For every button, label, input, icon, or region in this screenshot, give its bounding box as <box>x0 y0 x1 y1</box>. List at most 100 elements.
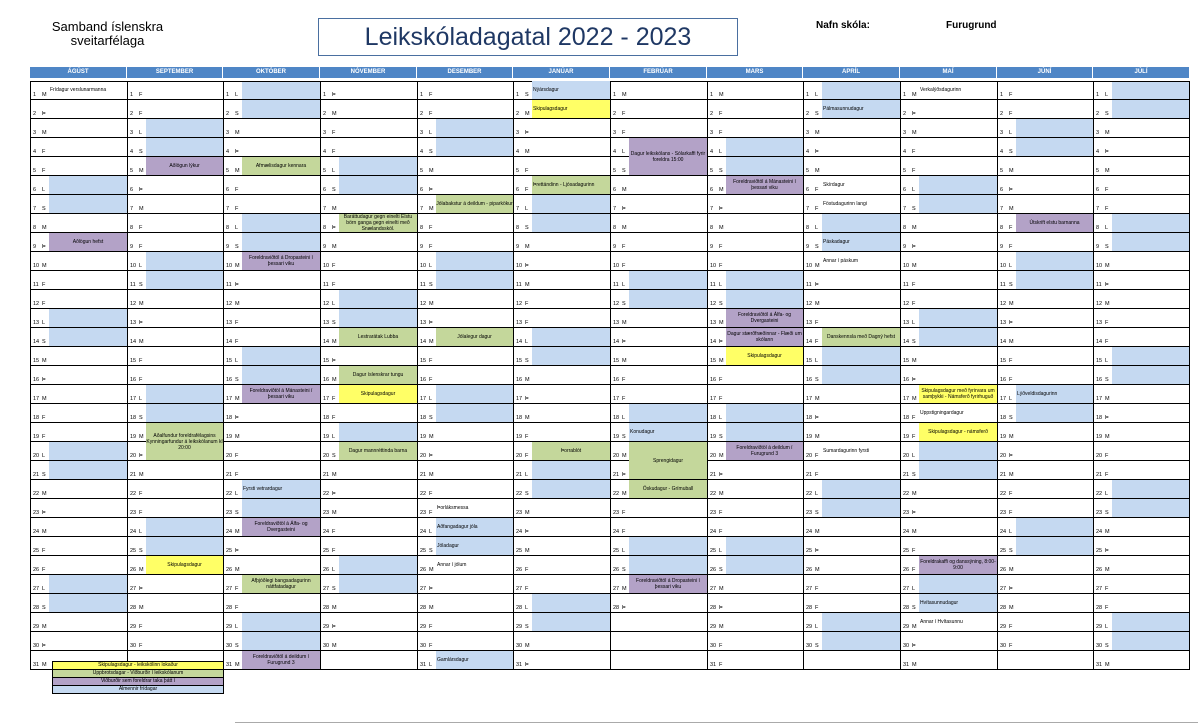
month-header: JÚLÍ <box>1093 67 1189 78</box>
weekday-letter: S <box>815 510 819 516</box>
calendar-event[interactable]: Baráttudagur gegn einelti Elstu börn gan… <box>339 214 417 232</box>
calendar-event[interactable]: Dagur íslenskrar tungu <box>339 366 417 384</box>
calendar-event[interactable]: Skipulagsdagur <box>726 347 803 365</box>
calendar-event[interactable]: Annar í páskum <box>822 252 900 270</box>
weekday-letter: L <box>719 282 723 288</box>
calendar-event[interactable]: Skipulagsdagur - námsferð <box>919 423 997 441</box>
day-number: 28 <box>33 605 40 611</box>
event-label: Aðlögun lýkur <box>169 163 200 169</box>
calendar-event[interactable]: Gamlársdagur <box>436 651 513 669</box>
weekday-letter: F <box>1009 377 1013 383</box>
calendar-event[interactable]: Afþjóðlegi bangsadagurinn náttfatadagur <box>242 575 320 593</box>
weekday-letter: F <box>332 149 336 155</box>
calendar-event[interactable]: Aðlögun lýkur <box>146 157 223 175</box>
day-number: 28 <box>516 605 523 611</box>
day-cell: 12 F <box>513 290 610 308</box>
weekday-letter: M <box>622 225 627 231</box>
calendar-event[interactable]: Frídagur verslunarmanna <box>49 81 127 99</box>
calendar-event[interactable]: Skipulagsdagur <box>339 385 417 403</box>
weekday-letter: F <box>815 206 819 212</box>
weekend-fill <box>242 214 320 232</box>
weekday-letter: Þ <box>719 605 723 611</box>
day-number: 30 <box>226 643 233 649</box>
calendar-event[interactable]: Hvítasunnudagur <box>919 594 997 612</box>
calendar-event[interactable]: Jólalegur dagur <box>436 328 513 346</box>
calendar-event[interactable]: Pálmasunnudagur <box>822 100 900 118</box>
calendar-event[interactable]: Skipulagsdagur <box>146 556 223 574</box>
calendar-event[interactable]: Öskudagur - Grímuball <box>629 480 707 498</box>
calendar-event[interactable]: Foreldraviðtöl á deildum í Furugrund 3 <box>726 442 803 460</box>
day-number: 2 <box>226 111 230 117</box>
calendar-event[interactable]: Skipulagsdagur með fyrirvara um samþykki… <box>919 385 997 403</box>
weekday-letter: M <box>622 453 627 459</box>
calendar-event[interactable]: Foreldraviðtöl á Álfa- og Dvergasteini <box>726 309 803 327</box>
calendar-event[interactable]: Foreldraviðtöl á Dropasteini í þessari v… <box>242 252 320 270</box>
weekday-letter: S <box>525 358 529 364</box>
calendar-event[interactable]: Foreldraviðtöl á Álfa- og Dvergasteini <box>242 518 320 536</box>
day-cell: 26 M <box>223 556 320 574</box>
day-number: 11 <box>226 282 232 288</box>
day-cell: 26 S <box>610 556 707 574</box>
day-row: 29 M 29 F 29 L 29 Þ 29 F 29 S 29 M 29 L 29 M Annar í Hvíta… <box>30 613 1190 632</box>
calendar-event[interactable]: Fyrsti vetrardagur <box>242 480 320 498</box>
calendar-event[interactable]: Verkalýðsdagurinn <box>919 81 997 99</box>
calendar-event[interactable]: Þrettándinn - Ljósadagurinn <box>532 176 610 194</box>
calendar-event[interactable]: Lýðveldisdagurinn <box>1016 385 1093 403</box>
weekend-fill <box>436 385 513 403</box>
calendar-event[interactable]: Föstudagurinn langi <box>822 195 900 213</box>
weekday-letter: Þ <box>332 624 336 630</box>
calendar-event[interactable]: Annar í Hvítasunnu <box>919 613 997 631</box>
weekend-fill <box>1112 100 1190 118</box>
calendar-event[interactable]: Sumardagurinn fyrsti <box>822 442 900 460</box>
day-row: 28 S 28 M 28 F 28 M 28 M 28 L 28 Þ 28 Þ 28 F 28 S Hvítasunnu… <box>30 594 1190 613</box>
calendar-event[interactable]: Þorrablót <box>532 442 610 460</box>
calendar-event[interactable]: Aðalfundur foreldrafélagsins Kynningarfu… <box>146 423 223 460</box>
day-number: 21 <box>1096 472 1103 478</box>
weekend-fill <box>146 119 223 137</box>
calendar-event[interactable]: Dagur stærðfræðinnar - Flæði um skólann <box>726 328 803 346</box>
weekend-fill <box>726 157 803 175</box>
calendar-event[interactable]: Páskadagur <box>822 233 900 251</box>
calendar-event[interactable]: Skírdagur <box>822 176 900 194</box>
calendar-event[interactable]: Jóladagur <box>436 537 513 555</box>
calendar-event[interactable]: Nýársdagur <box>532 81 610 99</box>
day-number: 2 <box>420 111 424 117</box>
weekend-fill <box>1016 252 1093 270</box>
calendar-grid: ÁGÚST SEPTEMBER OKTÓBER NÓVEMBER DESEMBER JAN… <box>30 67 1190 670</box>
calendar-event[interactable]: Dagur mannréttinda barna <box>339 442 417 460</box>
weekday-letter: F <box>525 168 529 174</box>
day-number: 28 <box>710 605 717 611</box>
calendar-event[interactable]: Danskennsla með Dagný hefst <box>822 328 900 346</box>
calendar-event[interactable]: Þorláksmessa <box>436 499 513 517</box>
calendar-event[interactable]: Sprengidagur <box>629 442 707 479</box>
calendar-event[interactable]: Aðlögun hefst <box>49 233 127 251</box>
calendar-event[interactable]: Uppstigningardagur <box>919 404 997 422</box>
day-number: 1 <box>903 92 907 98</box>
calendar-event[interactable]: Foreldraviðtöl á Dropasteini í þessari v… <box>629 575 707 593</box>
calendar-event[interactable]: Foreldraviðtöl á deildum í Furugrund 3 <box>242 651 320 669</box>
day-number: 22 <box>226 491 233 497</box>
weekday-letter: S <box>235 510 239 516</box>
calendar-event[interactable]: Foreldrakaffi og danssýning, 8:00-9:00 <box>919 556 997 574</box>
calendar-event[interactable]: Lestrarátak Lubba <box>339 328 417 346</box>
day-number: 25 <box>903 548 910 554</box>
calendar-event[interactable]: Konudagur <box>629 423 707 441</box>
calendar-event[interactable]: Útskrift elstu barnanna <box>1016 214 1093 232</box>
calendar-event[interactable]: Dagur leikskólans - Sólarkaffi fyrir for… <box>629 138 707 175</box>
weekday-letter: F <box>912 282 916 288</box>
weekday-letter: L <box>429 396 433 402</box>
calendar-event[interactable]: Aðfangadagur jóla <box>436 518 513 536</box>
calendar-event[interactable]: Afmælisdagur kennara <box>242 157 320 175</box>
calendar-event[interactable]: Jólabakstur á deildum - piparkökur <box>436 195 513 213</box>
day-number: 31 <box>516 662 523 668</box>
calendar-event[interactable]: Foreldraviðtöl á Mánasteini í þessari vi… <box>242 385 320 403</box>
weekday-letter: Þ <box>1009 586 1013 592</box>
calendar-event[interactable]: Skipulagsdagur <box>532 100 610 118</box>
day-cell: 31 M <box>1093 651 1190 669</box>
calendar-event[interactable]: Annar í jólum <box>436 556 513 574</box>
calendar-event[interactable]: Foreldraviðtöl á Mánasteini í þessari vi… <box>726 176 803 194</box>
